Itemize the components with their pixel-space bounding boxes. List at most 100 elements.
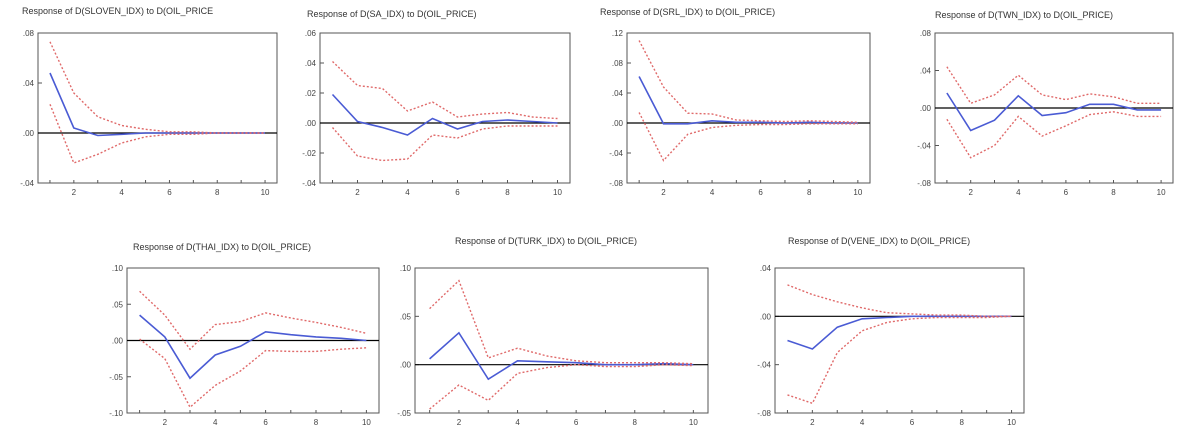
y-tick-label: -.04 — [757, 361, 771, 370]
y-tick-label: -.02 — [302, 149, 316, 158]
y-tick-label: -.05 — [109, 373, 123, 382]
y-tick-label: .08 — [612, 59, 624, 68]
y-tick-label: .04 — [920, 67, 932, 76]
response-line — [946, 92, 1162, 132]
x-tick-label: 6 — [1064, 188, 1069, 197]
chart-title: Response of D(THAI_IDX) to D(OIL_PRICE) — [133, 242, 311, 252]
chart-title: Response of D(VENE_IDX) to D(OIL_PRICE) — [788, 236, 970, 246]
y-tick-label: .10 — [112, 264, 124, 273]
x-tick-label: 2 — [457, 418, 462, 427]
lower-band-line — [139, 338, 367, 409]
chart-panel: Response of D(TWN_IDX) to D(OIL_PRICE) -.… — [917, 10, 1174, 197]
chart-title: Response of D(SRL_IDX) to D(OIL_PRICE) — [600, 7, 775, 17]
x-tick-label: 10 — [1007, 418, 1016, 427]
x-tick-label: 4 — [515, 418, 520, 427]
x-tick-label: 4 — [119, 188, 124, 197]
chart-title: Response of D(SLOVEN_IDX) to D(OIL_PRICE — [22, 6, 213, 16]
x-tick-label: 6 — [758, 188, 763, 197]
x-tick-label: 10 — [362, 418, 371, 427]
y-tick-label: .00 — [612, 119, 624, 128]
chart-panel: Response of D(SRL_IDX) to D(OIL_PRICE) -.… — [600, 7, 871, 197]
y-tick-label: -.04 — [20, 179, 34, 188]
y-tick-label: .00 — [760, 312, 772, 321]
x-tick-label: 8 — [215, 188, 220, 197]
y-tick-label: .00 — [305, 119, 317, 128]
response-line — [49, 72, 265, 137]
x-tick-label: 2 — [355, 188, 360, 197]
y-tick-label: .04 — [23, 79, 35, 88]
lower-band-line — [946, 111, 1162, 159]
x-tick-label: 8 — [1111, 188, 1116, 197]
x-tick-label: 2 — [810, 418, 815, 427]
chart-title: Response of D(TURK_IDX) to D(OIL_PRICE) — [455, 236, 637, 246]
chart-panel: Response of D(VENE_IDX) to D(OIL_PRICE) -… — [757, 236, 1025, 427]
y-tick-label: .05 — [400, 312, 412, 321]
y-tick-label: .05 — [112, 300, 124, 309]
y-tick-label: .00 — [400, 361, 412, 370]
chart-panel: Response of D(TURK_IDX) to D(OIL_PRICE) -… — [397, 236, 709, 427]
response-line — [429, 331, 694, 381]
y-tick-label: -.04 — [917, 142, 931, 151]
upper-band-line — [139, 290, 367, 351]
lower-band-line — [331, 125, 558, 162]
y-tick-label: .00 — [112, 337, 124, 346]
plot-frame — [37, 32, 278, 184]
y-tick-label: .04 — [760, 264, 772, 273]
x-tick-label: 2 — [163, 418, 168, 427]
y-tick-label: .12 — [612, 29, 624, 38]
x-tick-label: 2 — [968, 188, 973, 197]
lower-band-line — [49, 104, 265, 164]
x-tick-label: 8 — [807, 188, 812, 197]
x-tick-label: 6 — [910, 418, 915, 427]
y-tick-label: .06 — [305, 29, 317, 38]
y-tick-label: -.08 — [757, 409, 771, 418]
response-line — [638, 76, 858, 125]
y-tick-label: .00 — [23, 129, 35, 138]
chart-panel: Response of D(THAI_IDX) to D(OIL_PRICE) -… — [109, 242, 380, 427]
upper-band-line — [946, 66, 1162, 105]
y-tick-label: -.08 — [609, 179, 623, 188]
response-line — [787, 315, 1012, 350]
x-tick-label: 4 — [213, 418, 218, 427]
chart-title: Response of D(TWN_IDX) to D(OIL_PRICE) — [935, 10, 1113, 20]
x-tick-label: 10 — [1157, 188, 1166, 197]
x-tick-label: 8 — [505, 188, 510, 197]
x-tick-label: 4 — [1016, 188, 1021, 197]
lower-band-line — [787, 315, 1012, 405]
x-tick-label: 4 — [405, 188, 410, 197]
chart-title: Response of D(SA_IDX) to D(OIL_PRICE) — [307, 9, 477, 19]
y-tick-label: -.04 — [302, 179, 316, 188]
x-tick-label: 10 — [689, 418, 698, 427]
plot-frame — [626, 32, 871, 184]
x-tick-label: 6 — [167, 188, 172, 197]
plot-frame — [414, 267, 709, 414]
y-tick-label: -.08 — [917, 179, 931, 188]
x-tick-label: 2 — [72, 188, 77, 197]
x-tick-label: 2 — [661, 188, 666, 197]
plot-frame — [319, 32, 571, 184]
y-tick-label: .04 — [305, 59, 317, 68]
x-tick-label: 6 — [263, 418, 268, 427]
y-tick-label: -.05 — [397, 409, 411, 418]
x-tick-label: 6 — [455, 188, 460, 197]
x-tick-label: 8 — [633, 418, 638, 427]
y-tick-label: .02 — [305, 89, 317, 98]
y-tick-label: -.04 — [609, 149, 623, 158]
upper-band-line — [638, 40, 858, 123]
plot-frame — [774, 267, 1025, 414]
upper-band-line — [429, 279, 694, 365]
chart-panel: Response of D(SLOVEN_IDX) to D(OIL_PRICE… — [20, 6, 278, 197]
x-tick-label: 4 — [860, 418, 865, 427]
y-tick-label: -.10 — [109, 409, 123, 418]
y-tick-label: .04 — [612, 89, 624, 98]
upper-band-line — [49, 41, 265, 134]
response-line — [331, 93, 558, 136]
x-tick-label: 4 — [710, 188, 715, 197]
upper-band-line — [787, 284, 1012, 317]
lower-band-line — [429, 363, 694, 410]
y-tick-label: .08 — [23, 29, 35, 38]
x-tick-label: 8 — [314, 418, 319, 427]
x-tick-label: 10 — [853, 188, 862, 197]
upper-band-line — [332, 60, 558, 120]
